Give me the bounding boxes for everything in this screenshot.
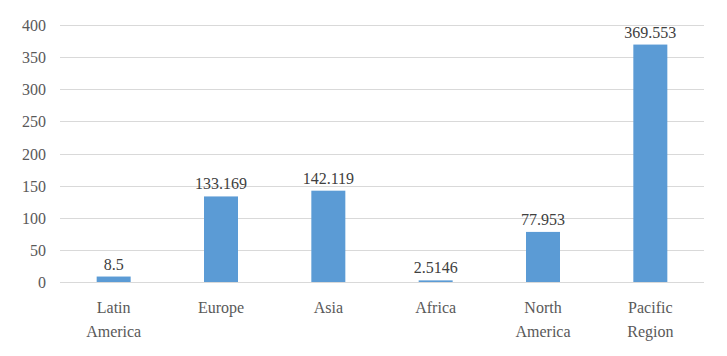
data-label: 77.953	[521, 211, 565, 228]
data-label: 133.169	[195, 175, 247, 192]
y-tick-label: 150	[22, 178, 46, 195]
grid-line	[60, 282, 704, 283]
y-tick-label: 400	[22, 17, 46, 34]
x-tick-label: Asia	[314, 299, 343, 316]
grid	[60, 26, 704, 283]
chart: 0 50 100 150 200 250 300 350 400 8.5 133.169 142.11…	[0, 0, 727, 356]
grid-line	[60, 186, 704, 187]
chart-container: 0 50 100 150 200 250 300 350 400 8.5 133.169 142.11…	[0, 0, 727, 356]
grid-line	[60, 121, 704, 122]
data-label: 8.5	[104, 256, 124, 273]
bar	[311, 191, 345, 282]
grid-line	[60, 25, 704, 26]
y-tick-label: 300	[22, 81, 46, 98]
bar	[419, 280, 453, 282]
x-tick-label: LatinAmerica	[86, 299, 141, 340]
y-tick-label: 0	[38, 274, 46, 291]
bar	[97, 277, 131, 282]
grid-line	[60, 57, 704, 58]
data-label: 369.553	[624, 24, 676, 41]
data-label: 2.5146	[414, 259, 458, 276]
data-labels: 8.5 133.169 142.119 2.5146 77.953 369.553	[104, 24, 677, 277]
grid-line	[60, 218, 704, 219]
bar	[633, 45, 667, 282]
y-tick-label: 100	[22, 210, 46, 227]
grid-line	[60, 154, 704, 155]
x-axis: LatinAmerica Europe Asia Africa NorthAmerica…	[86, 299, 673, 341]
y-axis: 0 50 100 150 200 250 300 350 400	[22, 17, 46, 291]
bar	[204, 196, 238, 282]
y-tick-label: 250	[22, 113, 46, 130]
x-tick-label: Africa	[415, 299, 456, 316]
y-tick-label: 50	[30, 242, 46, 259]
x-tick-label: PacificRegion	[627, 299, 673, 341]
x-tick-label: NorthAmerica	[515, 299, 570, 340]
y-tick-label: 200	[22, 146, 46, 163]
bars	[97, 45, 668, 282]
bar	[526, 232, 560, 282]
y-tick-label: 350	[22, 49, 46, 66]
data-label: 142.119	[303, 170, 354, 187]
grid-line	[60, 250, 704, 251]
background	[0, 0, 727, 356]
x-tick-label: Europe	[198, 299, 244, 317]
grid-line	[60, 89, 704, 90]
